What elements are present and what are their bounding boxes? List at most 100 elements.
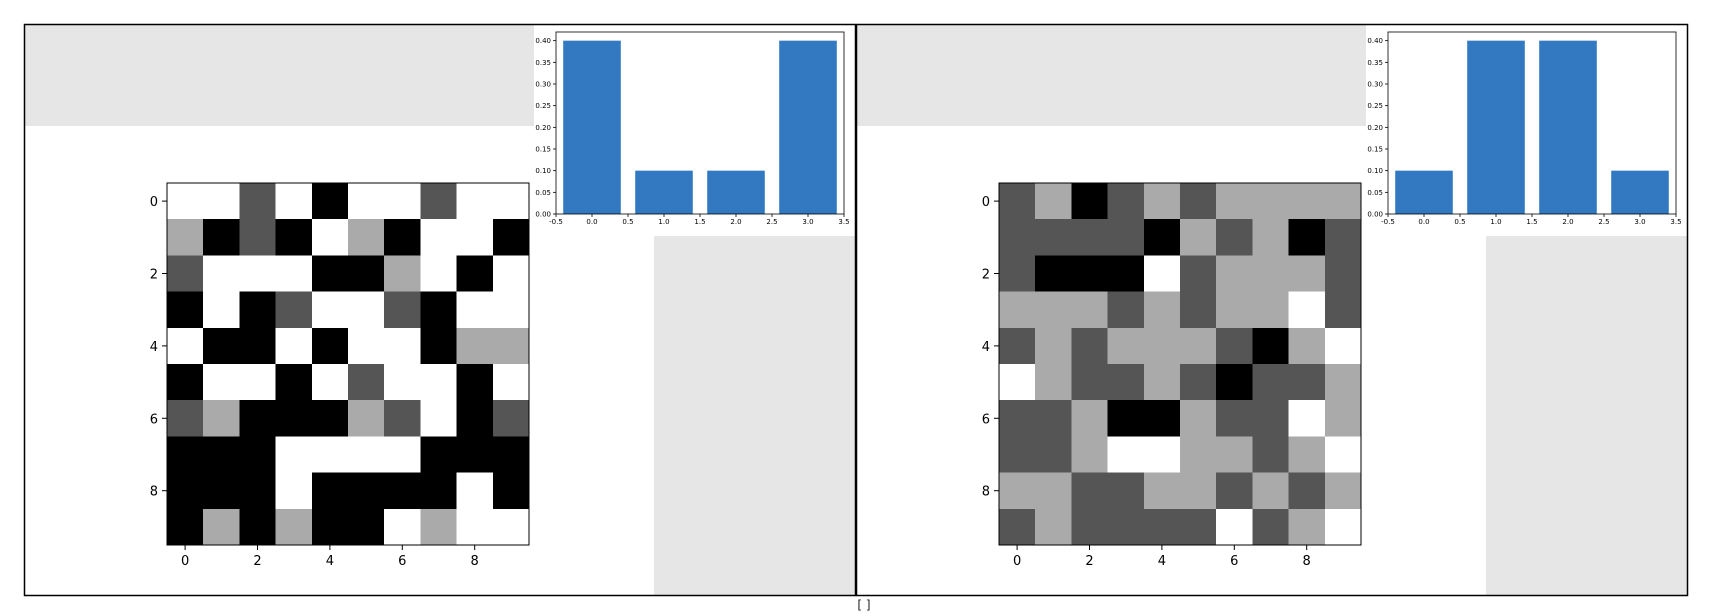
heatmap-cell [492, 364, 530, 401]
heatmap-x-tick-label: 0 [181, 554, 189, 569]
bar [1395, 170, 1453, 214]
heatmap-cell [1180, 219, 1217, 256]
bar [1611, 170, 1669, 214]
heatmap-cell [203, 472, 240, 510]
heatmap-x-tick-label: 4 [1158, 554, 1166, 569]
bar-y-tick-label: 0.30 [1367, 81, 1383, 89]
heatmap-cell [1252, 219, 1290, 256]
heatmap-cell [1107, 255, 1145, 293]
heatmap-cell [1143, 400, 1181, 437]
heatmap-cell [1324, 255, 1362, 293]
bar-x-tick-label: 2.5 [766, 218, 777, 226]
heatmap-cell [1143, 219, 1181, 256]
heatmap-cell [1143, 436, 1181, 474]
bar-y-tick-label: 0.20 [535, 124, 551, 132]
heatmap-cell [1035, 255, 1072, 293]
heatmap-cell [348, 472, 385, 510]
heatmap-cell [1071, 183, 1109, 220]
heatmap-cell [1252, 183, 1290, 220]
bar [1467, 40, 1525, 214]
bar-x-tick-label: 3.5 [1670, 218, 1681, 226]
heatmap-cell [384, 508, 421, 546]
panel-gray-top [857, 25, 1367, 126]
heatmap-cell [999, 436, 1036, 474]
heatmap-cell [1216, 183, 1253, 220]
bar-chart-2: -0.5 0.0 0.5 1.0 1.5 2.0 2.5 3.0 3.5 0.00 0.05 0.10… [1366, 25, 1688, 236]
heatmap-cell [1324, 291, 1362, 329]
heatmap-cell [1324, 183, 1362, 220]
heatmap-cell [420, 219, 458, 256]
heatmap-cell [1288, 291, 1326, 329]
heatmap-cell [348, 508, 385, 546]
heatmap-cell [420, 327, 458, 365]
heatmap-cell [239, 364, 277, 401]
heatmap-cell [275, 400, 313, 437]
bar-x-tick-label: 1.5 [1526, 218, 1537, 226]
heatmap-cell [1180, 436, 1217, 474]
heatmap-cell [275, 508, 313, 546]
bar-x-tick-label: 3.5 [838, 218, 849, 226]
heatmap-cell [492, 291, 530, 329]
heatmap-cell [999, 400, 1036, 437]
heatmap-y-tick-label: 4 [982, 340, 990, 355]
heatmap-cell [420, 255, 458, 293]
heatmap-cell [1252, 291, 1290, 329]
heatmap-y-tick-label: 0 [150, 195, 158, 210]
heatmap-y-tick-label: 8 [150, 485, 158, 500]
heatmap-cell [999, 327, 1036, 365]
heatmap-cell [1107, 364, 1145, 401]
heatmap-cell [348, 364, 385, 401]
heatmap-cell [1288, 472, 1326, 510]
heatmap-cell [1143, 183, 1181, 220]
heatmap-cell [1143, 364, 1181, 401]
heatmap-cell [420, 508, 458, 546]
heatmap-cell [275, 183, 313, 220]
heatmap-cell [167, 436, 204, 474]
heatmap-cell [420, 472, 458, 510]
heatmap-y-tick-label: 0 [982, 195, 990, 210]
panel-border [23, 23, 857, 597]
heatmap-x-tick-label: 8 [471, 554, 479, 569]
heatmap-cell [999, 219, 1036, 256]
heatmap-cell [420, 183, 458, 220]
heatmap-cell [203, 183, 240, 220]
bar-y-tick-label: 0.15 [535, 146, 551, 154]
heatmap-cell [311, 219, 349, 256]
heatmap-cell [456, 364, 494, 401]
bar-y-tick-label: 0.10 [535, 167, 551, 175]
bar-x-tick-label: 0.5 [622, 218, 633, 226]
heatmap-cell [311, 327, 349, 365]
heatmap-cell [275, 291, 313, 329]
heatmap-cell [275, 327, 313, 365]
heatmap-cell [1216, 291, 1253, 329]
heatmap-cell [492, 255, 530, 293]
heatmap-cell [239, 508, 277, 546]
heatmap-cell [420, 291, 458, 329]
bar-y-tick-label: 0.25 [1367, 102, 1383, 110]
heatmap-cell [1180, 508, 1217, 546]
heatmap-cell [492, 219, 530, 256]
heatmap-cell [384, 183, 421, 220]
heatmap-cell [275, 472, 313, 510]
heatmap-cell [311, 291, 349, 329]
heatmap-cell [1216, 400, 1253, 437]
bar-y-tick-label: 0.40 [535, 37, 551, 45]
panel-border [855, 23, 1689, 597]
heatmap-cell [1035, 508, 1072, 546]
heatmap-cell [456, 219, 494, 256]
heatmap-cell [1180, 327, 1217, 365]
heatmap-cell [311, 364, 349, 401]
heatmap-cell [492, 472, 530, 510]
heatmap-cell [1107, 436, 1145, 474]
bar-y-tick-label: 0.15 [1367, 146, 1383, 154]
heatmap-1: 0 2 4 6 8 0 2 4 6 8 [150, 182, 530, 569]
bar-x-tick-label: 1.0 [1490, 218, 1501, 226]
bar-y-tick-label: 0.20 [1367, 124, 1383, 132]
heatmap-cell [1288, 219, 1326, 256]
heatmap-cell [167, 291, 204, 329]
bar-y-tick-label: 0.40 [1367, 37, 1383, 45]
bar-y-tick-label: 0.00 [535, 211, 551, 219]
bar-x-tick-label: 2.0 [1562, 218, 1573, 226]
heatmap-frame [998, 182, 1362, 546]
